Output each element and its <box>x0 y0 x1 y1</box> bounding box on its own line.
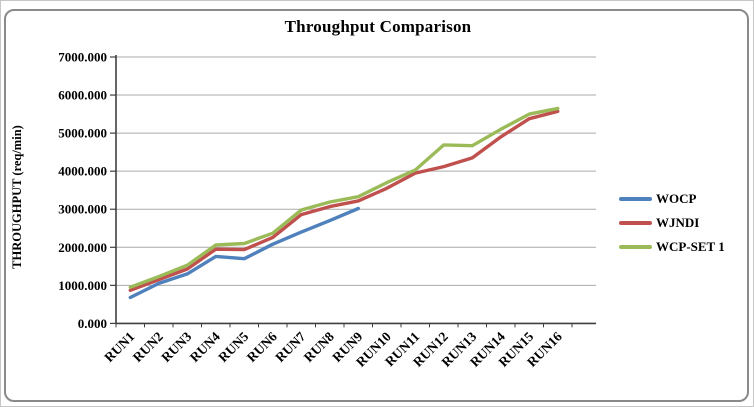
x-tick-label: RUN7 <box>272 329 308 365</box>
legend-label-wcp-set-1: WCP-SET 1 <box>656 238 725 254</box>
gridlines <box>116 56 596 286</box>
legend-label-wjndi: WJNDI <box>656 214 700 230</box>
x-tick-labels: RUN1RUN2RUN3RUN4RUN5RUN6RUN7RUN8RUN9RUN1… <box>101 329 565 370</box>
y-tick-label: 2000.000 <box>58 240 107 255</box>
x-tick-label: RUN4 <box>187 329 223 365</box>
chart-border-frame <box>4 9 749 402</box>
y-tick-label: 6000.000 <box>58 88 107 103</box>
x-tick-label: RUN3 <box>158 329 194 365</box>
y-tick-labels: 0.000 1000.000 2000.000 3000.000 4000.000 500… <box>58 50 107 331</box>
y-tick-label: 7000.000 <box>58 50 107 65</box>
y-tick-label: 1000.000 <box>58 278 107 293</box>
series-line-wcp-set-1 <box>128 106 560 289</box>
legend: WOCP WJNDI WCP-SET 1 <box>619 190 725 255</box>
series-line-wjndi <box>128 109 560 292</box>
y-tick-label: 4000.000 <box>58 164 107 179</box>
chart-title: Throughput Comparison <box>284 17 472 36</box>
legend-item-wcp-set-1: WCP-SET 1 <box>619 238 725 255</box>
x-tick-label: RUN2 <box>130 329 166 365</box>
x-tick-label: RUN8 <box>301 329 337 365</box>
x-tick-label: RUN1 <box>101 329 137 365</box>
legend-line-swatch-wjndi <box>619 220 652 225</box>
x-tick-label: RUN6 <box>244 329 280 365</box>
legend-line-swatch-wcp-set-1 <box>619 244 652 249</box>
axis-ticks <box>110 56 573 328</box>
series-line-wocp <box>128 206 360 300</box>
x-tick-label: RUN5 <box>215 329 251 365</box>
legend-item-wocp: WOCP <box>619 190 725 207</box>
y-tick-label: 5000.000 <box>58 126 107 141</box>
y-tick-label: 0.000 <box>78 316 107 331</box>
legend-line-swatch-wocp <box>619 196 652 201</box>
y-tick-label: 3000.000 <box>58 202 107 217</box>
legend-label-wocp: WOCP <box>656 190 697 206</box>
legend-item-wjndi: WJNDI <box>619 214 725 231</box>
